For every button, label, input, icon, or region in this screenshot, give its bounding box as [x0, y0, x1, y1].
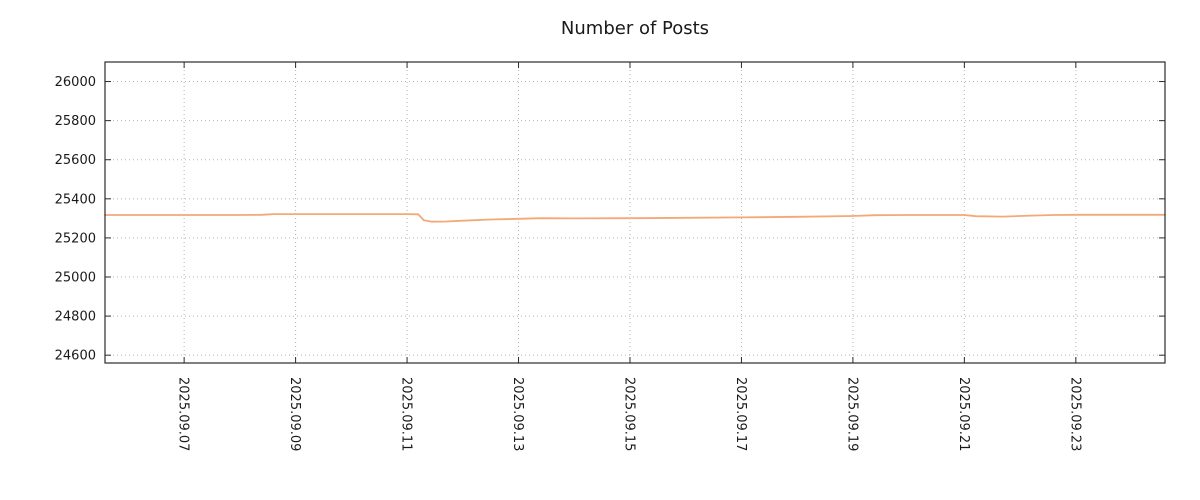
- y-tick-label: 25400: [55, 192, 96, 207]
- series-line: [104, 213, 1166, 223]
- x-tick-label: 2025.09.23: [1067, 377, 1082, 451]
- y-tick-label: 25000: [55, 271, 96, 286]
- chart-title: Number of Posts: [560, 18, 710, 39]
- y-tick-label: 25600: [55, 153, 96, 168]
- x-tick-label: 2025.09.13: [510, 377, 525, 451]
- y-tick-label: 26000: [55, 75, 96, 90]
- y-tick-label: 25800: [55, 114, 96, 129]
- x-tick-label: 2025.09.17: [733, 377, 748, 451]
- y-tick-label: 25200: [55, 231, 96, 246]
- x-tick-label: 2025.09.19: [844, 377, 859, 451]
- x-tick-label: 2025.09.21: [956, 377, 971, 451]
- plot-border: [104, 61, 1166, 364]
- x-tick-label: 2025.09.11: [399, 377, 414, 451]
- x-tick-label: 2025.09.07: [176, 377, 191, 451]
- x-tick-label: 2025.09.09: [287, 377, 302, 451]
- y-tick-label: 24800: [55, 310, 96, 325]
- x-tick-label: 2025.09.15: [621, 377, 636, 451]
- y-tick-label: 24600: [55, 349, 96, 364]
